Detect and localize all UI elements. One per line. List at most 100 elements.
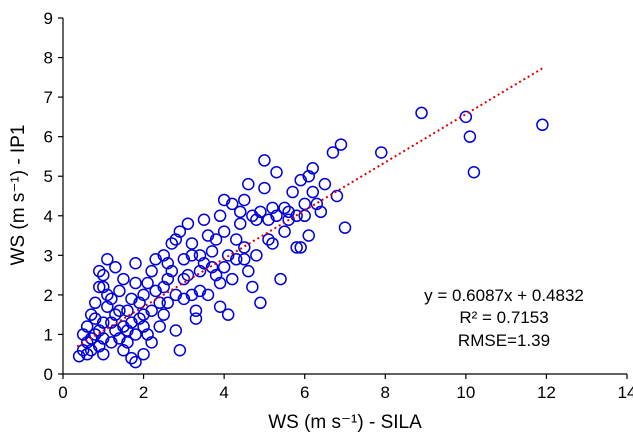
equation-annotation: y = 0.6087x + 0.4832 bbox=[424, 286, 584, 305]
data-point bbox=[258, 181, 271, 195]
data-point bbox=[266, 237, 279, 250]
data-point bbox=[294, 241, 307, 254]
data-point bbox=[125, 292, 138, 306]
data-point bbox=[181, 217, 195, 230]
x-tick-label: 8 bbox=[381, 383, 390, 402]
data-point bbox=[238, 241, 251, 254]
data-point bbox=[105, 292, 118, 306]
data-point bbox=[80, 336, 94, 349]
data-points bbox=[72, 106, 549, 369]
data-point bbox=[229, 233, 243, 246]
data-point bbox=[310, 197, 324, 211]
data-point bbox=[459, 110, 473, 124]
data-point bbox=[290, 209, 303, 223]
x-tick-label: 0 bbox=[58, 383, 67, 402]
data-point bbox=[314, 205, 328, 219]
data-point bbox=[157, 308, 170, 321]
data-point bbox=[278, 225, 291, 238]
data-point bbox=[157, 249, 170, 262]
data-point bbox=[97, 316, 110, 329]
data-point bbox=[262, 233, 275, 246]
data-point bbox=[193, 249, 207, 262]
data-point bbox=[209, 268, 223, 282]
data-point bbox=[121, 304, 134, 317]
data-point bbox=[101, 253, 114, 266]
data-point bbox=[213, 209, 227, 223]
data-point bbox=[141, 328, 154, 341]
data-point bbox=[173, 344, 187, 357]
data-point bbox=[217, 193, 231, 207]
data-point bbox=[213, 276, 227, 290]
y-tick-label: 4 bbox=[44, 207, 53, 226]
data-point bbox=[117, 320, 130, 333]
data-point bbox=[177, 253, 191, 266]
data-point bbox=[338, 221, 352, 234]
data-point bbox=[463, 130, 477, 143]
data-point bbox=[306, 162, 320, 175]
data-point bbox=[149, 253, 162, 266]
data-point bbox=[258, 154, 271, 167]
data-point bbox=[109, 308, 122, 321]
data-point bbox=[101, 288, 114, 302]
x-tick-label: 10 bbox=[456, 383, 475, 402]
rmse-annotation: RMSE=1.39 bbox=[458, 331, 550, 350]
data-point bbox=[145, 264, 158, 278]
data-point bbox=[129, 355, 142, 369]
data-point bbox=[84, 308, 98, 321]
data-point bbox=[193, 284, 207, 298]
data-point bbox=[217, 260, 231, 274]
data-point bbox=[145, 304, 158, 317]
data-point bbox=[137, 288, 150, 302]
data-point bbox=[306, 185, 320, 199]
data-point bbox=[254, 205, 267, 219]
data-point bbox=[84, 344, 98, 357]
data-point bbox=[121, 324, 134, 337]
data-point bbox=[262, 213, 275, 226]
data-point bbox=[242, 264, 255, 278]
data-point bbox=[189, 312, 203, 325]
data-point bbox=[326, 146, 340, 159]
data-point bbox=[415, 106, 428, 120]
y-tick-label: 9 bbox=[44, 9, 53, 28]
data-point bbox=[238, 253, 251, 266]
data-point bbox=[117, 344, 130, 357]
data-point bbox=[282, 205, 295, 219]
x-tick-label: 6 bbox=[300, 383, 309, 402]
data-point bbox=[173, 225, 187, 238]
data-point bbox=[246, 280, 259, 294]
y-tick-label: 7 bbox=[44, 88, 53, 107]
data-point bbox=[121, 336, 134, 349]
data-point bbox=[141, 276, 154, 290]
data-point bbox=[302, 229, 315, 242]
data-point bbox=[117, 272, 130, 286]
data-point bbox=[129, 328, 142, 341]
data-point bbox=[266, 201, 279, 215]
data-point bbox=[250, 213, 263, 226]
data-point bbox=[234, 217, 247, 230]
y-tick-label: 0 bbox=[44, 365, 53, 384]
data-point bbox=[88, 312, 102, 325]
data-point bbox=[97, 280, 110, 294]
data-point bbox=[133, 296, 146, 310]
data-point bbox=[294, 173, 307, 187]
data-point bbox=[145, 336, 158, 349]
data-point bbox=[105, 336, 118, 349]
data-point bbox=[270, 166, 283, 179]
data-point bbox=[157, 280, 170, 294]
data-point bbox=[185, 288, 199, 302]
y-tick-label: 3 bbox=[44, 246, 53, 265]
data-point bbox=[113, 284, 126, 298]
data-point bbox=[221, 308, 235, 321]
data-point bbox=[129, 276, 142, 290]
data-point bbox=[84, 332, 98, 345]
data-point bbox=[246, 209, 259, 223]
data-point bbox=[165, 237, 179, 250]
y-tick-label: 6 bbox=[44, 128, 53, 147]
data-point bbox=[225, 197, 239, 211]
data-point bbox=[93, 280, 106, 294]
data-point bbox=[161, 296, 174, 310]
data-point bbox=[282, 213, 295, 226]
x-tick-label: 4 bbox=[219, 383, 228, 402]
data-point bbox=[97, 268, 110, 282]
